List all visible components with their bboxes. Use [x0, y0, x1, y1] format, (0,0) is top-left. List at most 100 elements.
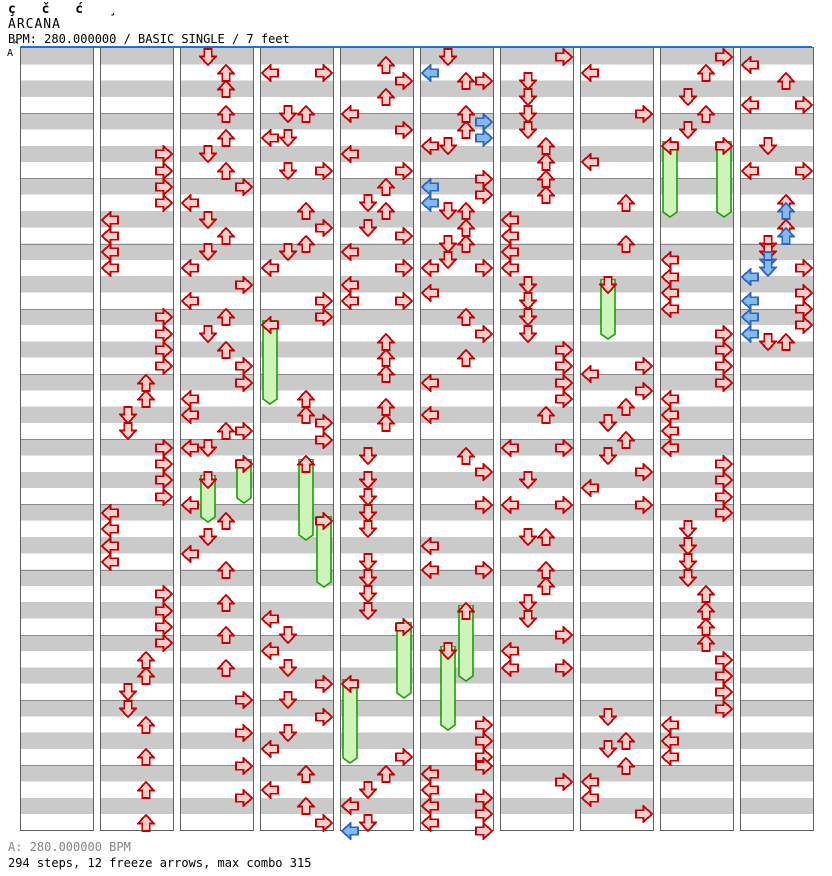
arrow-right-icon	[715, 339, 734, 360]
measure-line	[501, 243, 573, 245]
arrow-right-icon	[395, 160, 414, 181]
arrow-right-icon	[315, 706, 334, 727]
arrow-right-icon	[155, 453, 174, 475]
arrow-down-icon	[357, 218, 379, 237]
arrow-left-icon	[420, 796, 439, 817]
arrow-right-icon	[395, 258, 414, 279]
measure-line	[501, 374, 573, 375]
arrow-left-icon	[500, 242, 519, 263]
arrow-left-icon	[740, 266, 759, 287]
arrow-left-icon	[100, 209, 119, 230]
arrow-down-icon	[517, 120, 539, 140]
measure-line	[581, 113, 653, 115]
arrow-left-icon	[420, 535, 439, 556]
measure-line	[501, 308, 573, 310]
arrow-up-icon	[535, 136, 557, 156]
arrow-right-icon	[395, 747, 414, 768]
arrow-up-icon	[455, 601, 477, 620]
freeze-arrow-body	[341, 677, 359, 768]
arrow-right-icon	[155, 176, 174, 197]
arrow-down-icon	[197, 47, 219, 66]
measure-line	[21, 308, 93, 310]
arrow-left-icon	[660, 714, 679, 735]
arrow-up-icon	[215, 307, 237, 327]
arrow-up-icon	[295, 454, 317, 473]
arrow-up-icon	[375, 87, 397, 107]
arrow-left-icon	[100, 519, 119, 540]
arrow-right-icon	[235, 453, 254, 475]
measure-line	[661, 243, 733, 245]
measure-line	[101, 569, 173, 571]
arrow-left-icon	[740, 323, 759, 344]
measure-line	[661, 634, 733, 636]
arrow-left-icon	[420, 136, 439, 157]
chart-column-6	[420, 47, 494, 841]
measure-line	[421, 113, 493, 115]
arrow-right-icon	[715, 698, 734, 719]
arrow-up-icon	[615, 397, 637, 416]
arrow-left-icon	[180, 290, 199, 312]
measure-line	[21, 504, 93, 506]
arrow-left-icon	[260, 127, 279, 149]
arrow-up-icon	[215, 593, 237, 612]
arrow-up-icon	[215, 104, 237, 123]
arrow-right-icon	[475, 494, 494, 515]
arrow-down-icon	[597, 740, 619, 759]
arrow-up-icon	[215, 63, 237, 82]
arrow-left-icon	[500, 437, 519, 458]
measure-line	[741, 178, 813, 180]
arrow-up-icon	[135, 715, 157, 734]
arrow-right-icon	[395, 70, 414, 92]
arrow-right-icon	[795, 258, 814, 279]
arrow-left-icon	[660, 421, 679, 442]
arrow-right-icon	[395, 225, 414, 246]
arrow-right-icon	[155, 323, 174, 344]
arrow-down-icon	[197, 528, 219, 547]
arrow-left-icon	[260, 315, 279, 336]
arrow-right-icon	[155, 600, 174, 621]
arrow-right-icon	[555, 494, 574, 515]
measure-line	[101, 374, 173, 375]
arrow-left-icon	[660, 405, 679, 426]
arrow-up-icon	[695, 104, 717, 123]
arrow-up-icon	[295, 234, 317, 253]
arrow-up-icon	[135, 666, 157, 685]
arrow-right-icon	[315, 510, 334, 532]
measure-line	[581, 765, 653, 767]
arrow-up-icon	[455, 446, 477, 465]
chart-column-5	[340, 47, 414, 841]
measure-line	[341, 308, 413, 310]
arrow-down-icon	[757, 332, 779, 352]
bpm-difficulty-info: BPM: 280.000000 / BASIC SINGLE / 7 feet	[8, 32, 290, 46]
arrow-right-icon	[635, 103, 654, 124]
arrow-down-icon	[677, 520, 699, 539]
measure-line	[101, 634, 173, 636]
measure-line	[581, 700, 653, 701]
measure-line	[581, 634, 653, 636]
arrow-up-icon	[375, 332, 397, 351]
measure-line	[581, 308, 653, 310]
arrow-down-icon	[277, 161, 299, 180]
measure-line	[501, 765, 573, 767]
measure-line	[261, 504, 333, 506]
arrow-up-icon	[295, 389, 317, 408]
arrow-up-icon	[695, 601, 717, 620]
arrow-up-icon	[615, 756, 637, 775]
arrow-left-icon	[420, 258, 439, 279]
arrow-up-icon	[295, 764, 317, 783]
measure-line	[741, 308, 813, 310]
arrow-right-icon	[315, 62, 334, 83]
arrow-right-icon	[715, 682, 734, 703]
arrow-right-icon	[235, 788, 254, 809]
arrow-down-icon	[517, 593, 539, 612]
arrow-down-icon	[357, 552, 379, 572]
arrow-up-icon	[295, 104, 317, 123]
arrow-up-icon	[455, 348, 477, 367]
chart-column-9	[660, 46, 734, 831]
arrow-left-icon	[420, 812, 439, 833]
arrow-right-icon	[555, 388, 574, 409]
arrow-left-icon	[340, 242, 359, 263]
chart-column-10	[740, 47, 814, 831]
freeze-arrow-body	[715, 139, 733, 222]
arrow-up-icon	[615, 731, 637, 750]
